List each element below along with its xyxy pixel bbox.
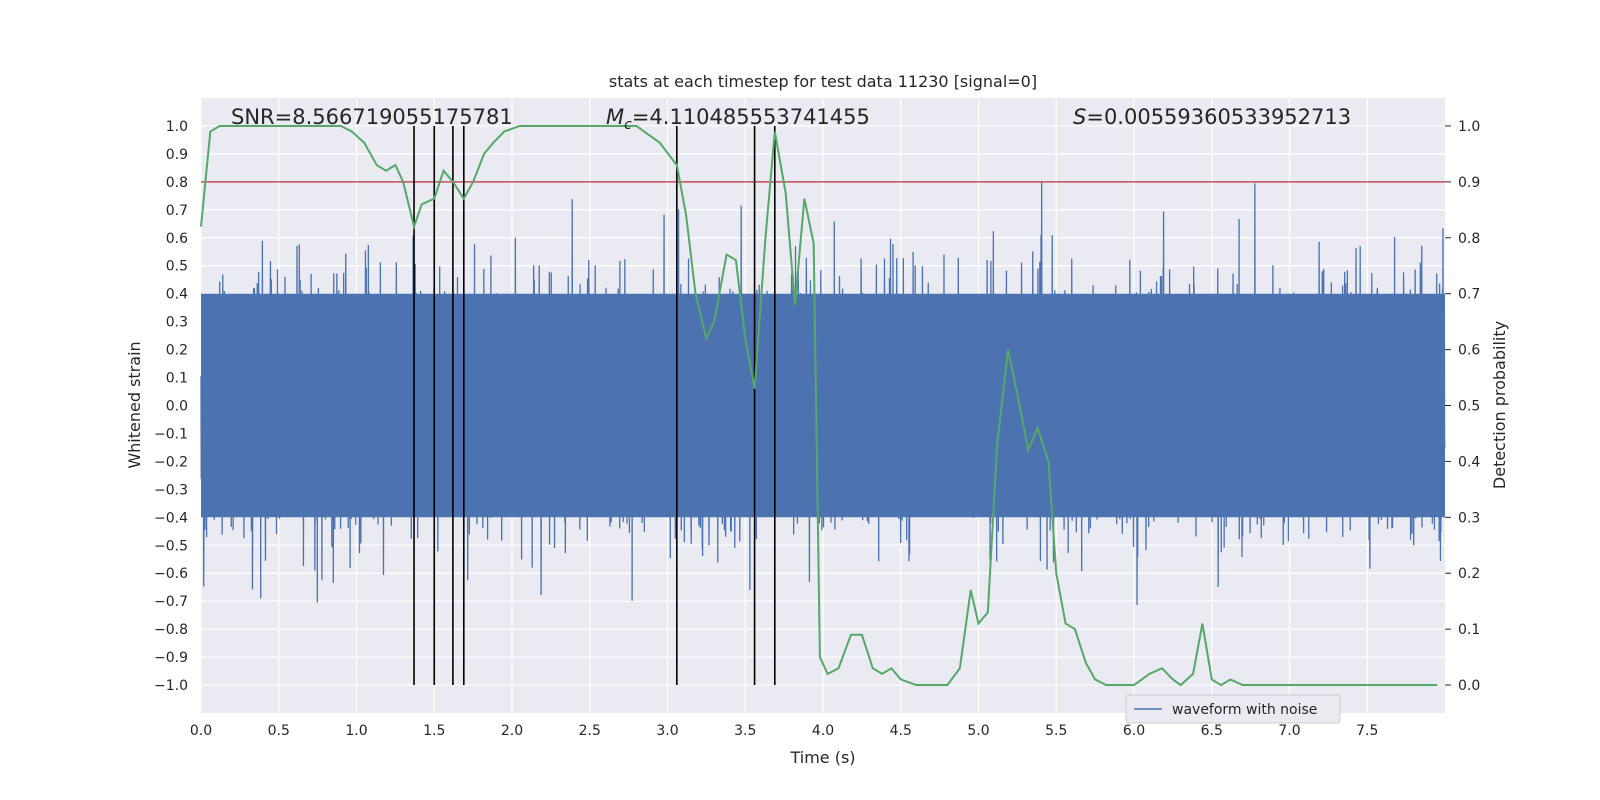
- right-y-tick-label: 0.9: [1458, 175, 1480, 191]
- right-y-axis-label: Detection probability: [1490, 321, 1509, 489]
- x-tick-label: 5.5: [1045, 723, 1067, 739]
- x-tick-label: 1.5: [423, 723, 445, 739]
- right-y-tick-label: 0.4: [1458, 454, 1480, 470]
- legend: waveform with noise: [1125, 694, 1341, 724]
- right-y-tick-label: 0.2: [1458, 566, 1480, 582]
- s-symbol: S: [1073, 105, 1086, 129]
- left-y-tick-label: −0.9: [154, 650, 188, 666]
- left-y-axis-label: Whitened strain: [125, 341, 144, 468]
- left-y-tick-label: 0.6: [166, 231, 188, 247]
- legend-label-waveform: waveform with noise: [1172, 702, 1317, 718]
- right-y-tick-label: 0.3: [1458, 510, 1480, 526]
- left-y-tick-label: 0.1: [166, 371, 188, 387]
- x-axis-label: Time (s): [789, 748, 855, 767]
- left-y-tick-label: −0.7: [154, 594, 188, 610]
- right-y-tick-label: 0.5: [1458, 399, 1480, 415]
- left-y-tick-label: −0.5: [154, 538, 188, 554]
- left-y-axis-ticks: 1.0 0.9 0.8 0.7 0.6 0.5 0.4 0.3 0.2 0.1 0.0 −0.1 −0.…: [154, 119, 188, 694]
- legend-box: [1125, 694, 1341, 724]
- right-y-tick-label: 0.0: [1458, 678, 1480, 694]
- chirp-mass-symbol: M: [606, 105, 624, 129]
- x-tick-label: 2.0: [501, 723, 523, 739]
- x-tick-label: 5.0: [967, 723, 989, 739]
- vertical-markers: [413, 125, 776, 686]
- left-y-tick-label: 0.7: [166, 203, 188, 219]
- left-y-tick-label: −0.4: [154, 510, 188, 526]
- x-tick-label: 0.0: [190, 723, 212, 739]
- x-tick-label: 2.5: [579, 723, 601, 739]
- waveform-dense-band: [201, 293, 1445, 518]
- left-y-tick-label: −0.3: [154, 482, 188, 498]
- s-annotation: S=0.00559360533952713: [1073, 105, 1351, 129]
- left-y-tick-label: 0.2: [166, 343, 188, 359]
- left-y-tick-label: 0.0: [166, 399, 188, 415]
- left-y-tick-label: −0.8: [154, 622, 188, 638]
- right-y-tick-label: 1.0: [1458, 119, 1480, 135]
- x-tick-label: 6.5: [1201, 723, 1223, 739]
- left-y-tick-label: 0.8: [166, 175, 188, 191]
- detection-probability-line: [200, 124, 1438, 687]
- left-y-tick-label: 1.0: [166, 119, 188, 135]
- chirp-mass-subscript: c: [624, 117, 632, 133]
- waveform-series: [200, 180, 1446, 606]
- x-tick-label: 7.0: [1278, 723, 1300, 739]
- right-y-tick-label: 0.6: [1458, 343, 1480, 359]
- left-y-tick-label: 0.9: [166, 147, 188, 163]
- chart-title: stats at each timestep for test data 112…: [609, 72, 1037, 91]
- snr-annotation: SNR=8.566719055175781: [231, 105, 513, 129]
- s-value: =0.00559360533952713: [1086, 105, 1351, 129]
- x-tick-label: 4.0: [812, 723, 834, 739]
- x-tick-label: 0.5: [268, 723, 290, 739]
- x-tick-label: 6.0: [1123, 723, 1145, 739]
- left-y-tick-label: −0.2: [154, 454, 188, 470]
- x-tick-label: 1.0: [345, 723, 367, 739]
- x-tick-label: 7.5: [1356, 723, 1378, 739]
- right-y-tick-label: 0.8: [1458, 231, 1480, 247]
- x-tick-label: 3.5: [734, 723, 756, 739]
- left-y-tick-label: 0.3: [166, 315, 188, 331]
- left-y-tick-label: 0.4: [166, 287, 188, 303]
- chirp-mass-annotation: Mc=4.110485553741455: [606, 105, 870, 133]
- right-y-tick-label: 0.7: [1458, 287, 1480, 303]
- left-y-tick-label: −1.0: [154, 678, 188, 694]
- x-tick-label: 4.5: [890, 723, 912, 739]
- left-y-tick-label: −0.6: [154, 566, 188, 582]
- x-axis-ticks: 0.0 0.5 1.0 1.5 2.0 2.5 3.0 3.5 4.0 4.5 5.0 5.5 6.0 6…: [190, 723, 1379, 739]
- x-tick-label: 3.0: [656, 723, 678, 739]
- right-y-tick-label: 0.1: [1458, 622, 1480, 638]
- left-y-tick-label: 0.5: [166, 259, 188, 275]
- right-y-axis-ticks: 1.0 0.9 0.8 0.7 0.6 0.5 0.4 0.3 0.2 0.1 0.0: [1445, 119, 1480, 694]
- chirp-mass-value: =4.110485553741455: [632, 105, 870, 129]
- left-y-tick-label: −0.1: [154, 426, 188, 442]
- detection-probability-series: [200, 124, 1438, 687]
